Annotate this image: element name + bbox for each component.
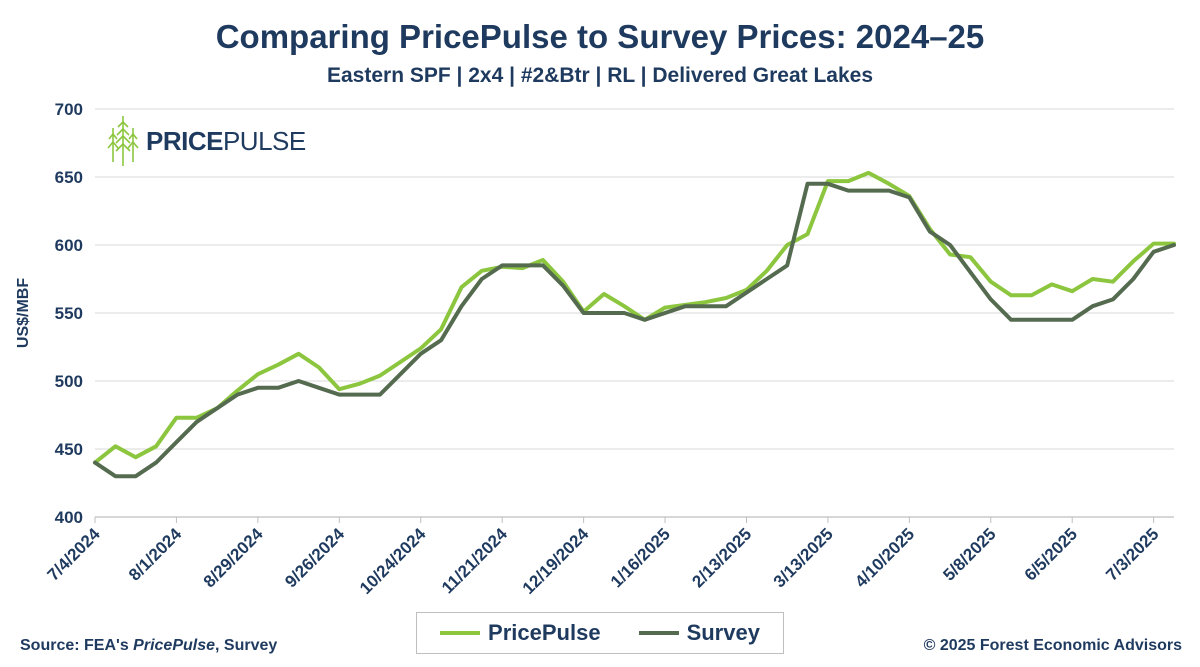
x-tick-label: 11/21/2024 xyxy=(438,524,511,597)
source-note: Source: FEA's PricePulse, Survey xyxy=(20,637,277,655)
x-tick-label: 1/16/2025 xyxy=(607,524,674,591)
y-tick-label: 450 xyxy=(55,440,83,459)
source-suffix: , Survey xyxy=(215,637,278,654)
x-tick-label: 9/26/2024 xyxy=(281,524,348,591)
x-tick-label: 3/13/2025 xyxy=(770,524,837,591)
x-tick-label: 8/29/2024 xyxy=(200,524,267,591)
x-tick-label: 6/5/2025 xyxy=(1021,524,1081,584)
y-tick-label: 600 xyxy=(55,236,83,255)
pricepulse-logo: PRICEPULSE xyxy=(106,114,306,168)
series-line-survey xyxy=(93,181,1176,479)
legend-swatch-survey xyxy=(638,631,679,635)
chart-subtitle: Eastern SPF | 2x4 | #2&Btr | RL | Delive… xyxy=(326,64,874,87)
x-tick-label: 8/1/2024 xyxy=(125,524,186,585)
legend-item-pricepulse: PricePulse xyxy=(440,620,601,646)
series-line-pricepulse xyxy=(93,170,1176,465)
x-tick-label: 12/19/2024 xyxy=(519,524,593,598)
chart-title: Comparing PricePulse to Survey Prices: 2… xyxy=(215,18,985,55)
x-tick-label: 10/24/2024 xyxy=(356,524,430,598)
series-lines xyxy=(93,170,1176,479)
gridlines xyxy=(95,108,1174,450)
y-tick-label: 700 xyxy=(55,100,83,119)
legend-item-survey: Survey xyxy=(638,620,760,646)
x-tick-label: 7/4/2024 xyxy=(44,524,105,585)
legend-label-survey: Survey xyxy=(686,620,760,645)
x-tick-label: 5/8/2025 xyxy=(939,524,999,584)
copyright-note: © 2025 Forest Economic Advisors xyxy=(923,637,1182,654)
y-tick-label: 650 xyxy=(55,168,83,187)
legend-label-pricepulse: PricePulse xyxy=(488,620,601,645)
y-tick-label: 500 xyxy=(55,372,83,391)
tree-icon xyxy=(107,116,139,166)
legend-swatch-pricepulse xyxy=(440,631,481,635)
x-tick-label: 7/3/2025 xyxy=(1102,524,1162,584)
axes: 400 450 500 550 600 650 700 7/4/2024 8/1/2024 8/2… xyxy=(44,100,1174,598)
logo-text-light: PULSE xyxy=(222,125,306,156)
y-tick-label: 400 xyxy=(55,508,83,527)
x-tick-label: 4/10/2025 xyxy=(851,524,918,591)
source-prefix: Source: FEA's xyxy=(20,637,134,654)
source-italic: PricePulse xyxy=(133,637,215,654)
y-axis-label: US$/MBF xyxy=(15,278,32,348)
y-tick-label: 550 xyxy=(55,304,83,323)
chart-legend: PricePulse Survey xyxy=(416,612,784,654)
x-tick-label: 2/13/2025 xyxy=(688,524,755,591)
logo-text-bold: PRICE xyxy=(146,125,223,156)
